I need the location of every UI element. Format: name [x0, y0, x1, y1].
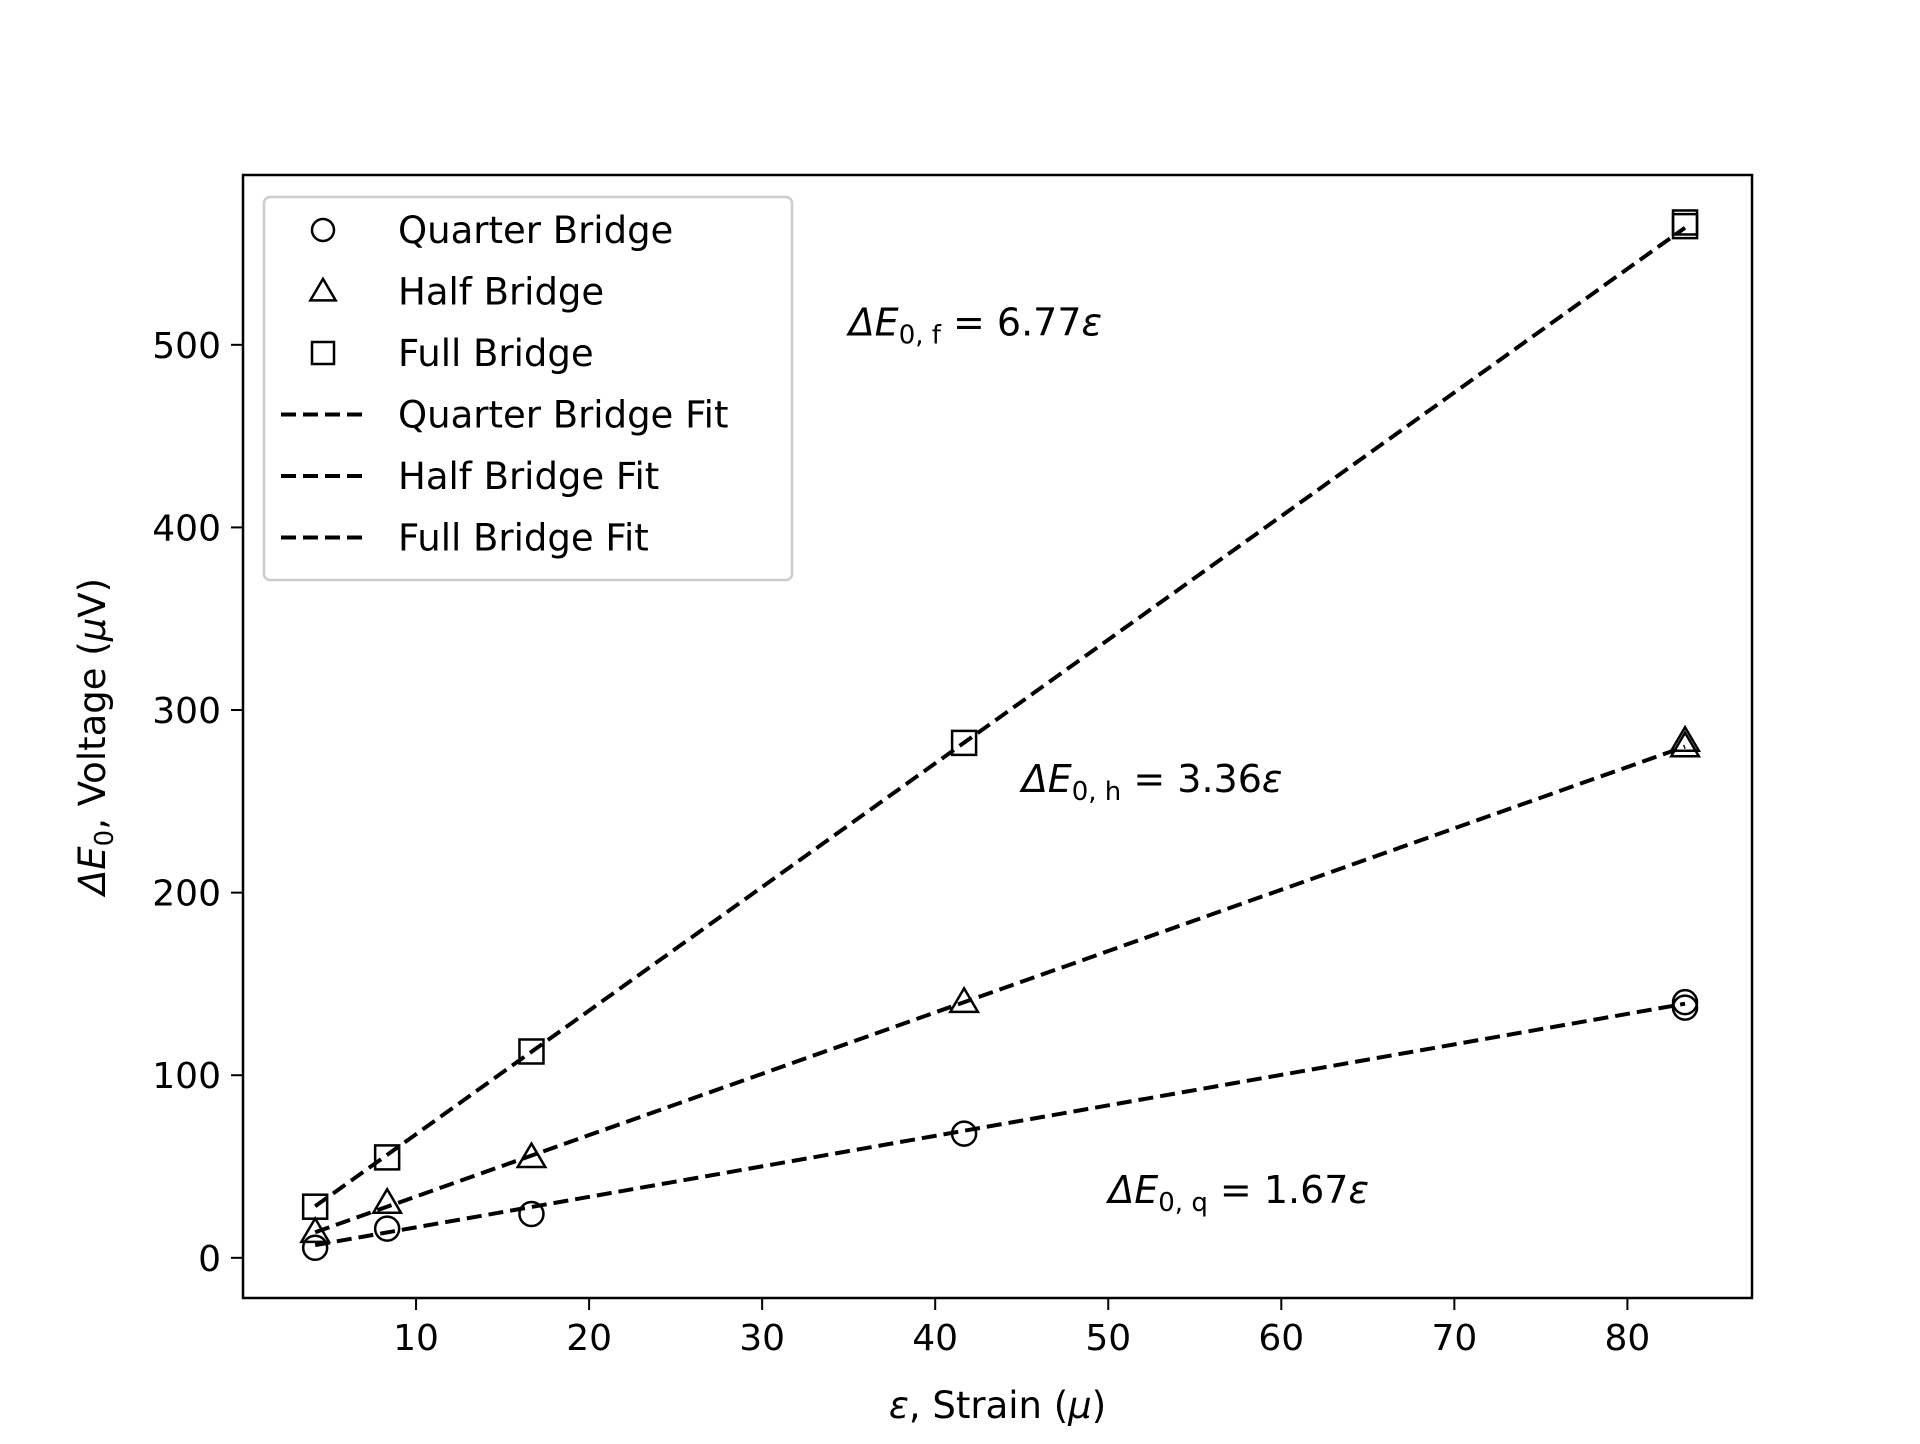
fit-line-half	[314, 744, 1686, 1235]
y-axis-label-unit: μ	[71, 618, 114, 643]
legend-label: Half Bridge	[398, 271, 604, 314]
fit-lines	[313, 226, 1687, 1248]
circle-point	[301, 1234, 329, 1262]
x-tick-label: 70	[1431, 1318, 1477, 1359]
legend-box	[262, 195, 794, 582]
triangle-point	[1669, 724, 1702, 752]
triangle-point	[515, 1141, 548, 1169]
legend-square-handle	[310, 340, 336, 366]
circle-point	[950, 1120, 978, 1147]
legend-circle-handle	[310, 217, 336, 243]
x-axis-label-symbol: ε	[889, 1384, 909, 1427]
y-tick-label: 200	[152, 874, 221, 915]
annotation-epsilon: ε	[1082, 301, 1103, 345]
annotation-value: = 3.36	[1121, 757, 1262, 801]
data-markers	[299, 209, 1702, 1262]
circle-point	[1671, 988, 1699, 1016]
fit-line-full	[313, 226, 1687, 1208]
legend-label: Quarter Bridge	[398, 209, 673, 252]
plot-frame	[241, 173, 1754, 1300]
legend-label: Full Bridge	[398, 332, 594, 375]
square-point	[518, 1038, 545, 1065]
x-tick-label: 30	[739, 1318, 785, 1359]
annotation-subscript: 0, h	[1072, 777, 1122, 807]
annotation-subscript: 0, f	[899, 321, 942, 351]
triangle-point	[948, 985, 981, 1014]
legend-triangle-handle	[308, 276, 338, 302]
y-axis-ticks: 0 100 200 300 400 500	[152, 326, 243, 1280]
x-tick-label: 20	[566, 1318, 612, 1359]
triangle-point	[371, 1186, 404, 1214]
x-axis-ticks: 10 20 30 40 50 60 70 80	[393, 1298, 1650, 1359]
x-axis-label-unit: μ	[1067, 1384, 1092, 1427]
triangle-point	[299, 1215, 332, 1244]
annotation-symbol: ΔE	[1019, 757, 1072, 801]
annotation-value: = 1.67	[1208, 1168, 1349, 1212]
annotation-symbol: ΔE	[1105, 1168, 1158, 1212]
annotation-symbol: ΔE	[846, 301, 899, 345]
x-tick-label: 50	[1085, 1318, 1131, 1359]
fit-line-quarter	[314, 1001, 1686, 1248]
y-tick-label: 0	[198, 1239, 221, 1280]
y-axis-label: ΔE0, Voltage (μV)	[71, 578, 120, 898]
y-tick-label: 500	[152, 326, 221, 367]
triangle-point	[1669, 730, 1702, 758]
square-point	[373, 1144, 401, 1171]
legend-label: Quarter Bridge Fit	[398, 394, 728, 437]
x-axis-label-text: , Strain (	[909, 1384, 1068, 1427]
y-tick-label: 100	[152, 1056, 221, 1097]
circle-point	[1671, 994, 1699, 1021]
annotation-epsilon: ε	[1262, 757, 1283, 801]
y-axis-label-text: , Voltage (	[71, 641, 114, 830]
annotation-value: = 6.77	[941, 301, 1082, 345]
square-point	[1671, 209, 1699, 236]
annotation-half: ΔE0, h = 3.36ε	[1019, 757, 1283, 807]
x-axis-label: ε, Strain (μ)	[889, 1384, 1106, 1427]
x-tick-label: 80	[1604, 1318, 1650, 1359]
x-tick-label: 10	[393, 1318, 439, 1359]
circle-point	[518, 1200, 545, 1228]
x-tick-label: 60	[1258, 1318, 1304, 1359]
legend-label: Half Bridge Fit	[398, 455, 659, 498]
x-tick-label: 40	[912, 1318, 958, 1359]
square-point	[950, 729, 978, 757]
annotation-full: ΔE0, f = 6.77ε	[846, 301, 1102, 351]
circle-point	[373, 1215, 401, 1242]
annotation-quarter: ΔE0, q = 1.67ε	[1105, 1168, 1369, 1218]
y-axis-label-unit-tail: V)	[71, 578, 114, 618]
annotation-subscript: 0, q	[1158, 1188, 1208, 1218]
y-tick-label: 300	[152, 691, 221, 732]
y-tick-label: 400	[152, 508, 221, 549]
x-axis-label-close: )	[1092, 1384, 1106, 1427]
legend: Quarter Bridge Half Bridge Full Bridge Quar…	[262, 195, 794, 582]
square-point	[301, 1193, 329, 1220]
annotation-epsilon: ε	[1348, 1168, 1369, 1212]
y-axis-label-symbol: ΔE	[71, 846, 114, 898]
y-axis-label-sub: 0	[90, 830, 120, 847]
legend-label: Full Bridge Fit	[398, 517, 649, 560]
